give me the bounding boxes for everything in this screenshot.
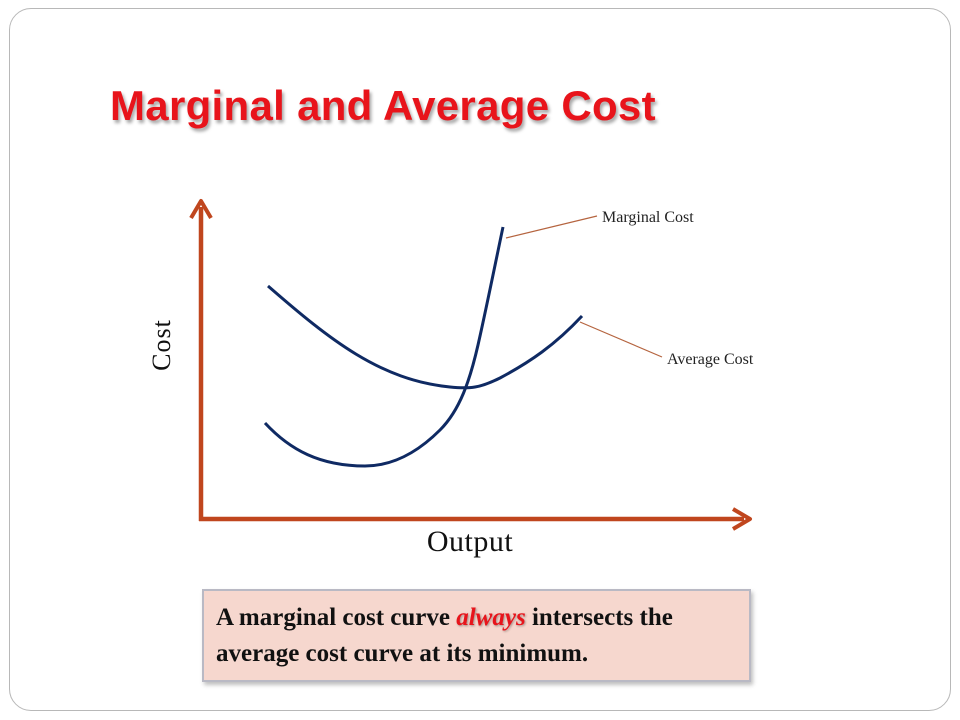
marginal-cost-label: Marginal Cost xyxy=(602,209,694,226)
y-axis-arrowhead xyxy=(189,199,213,220)
y-axis-label: Cost xyxy=(147,319,176,371)
x-axis-arrowhead xyxy=(731,507,752,531)
slide-title: Marginal and Average Cost xyxy=(110,82,656,129)
note-emphasis: always xyxy=(456,604,526,631)
average-cost-leader-line xyxy=(579,321,663,358)
note-text-before: A marginal cost curve xyxy=(216,604,457,631)
average-cost-curve xyxy=(267,284,584,390)
callout-note: A marginal cost curve always intersects … xyxy=(202,589,751,682)
axes xyxy=(189,199,752,531)
average-cost-label: Average Cost xyxy=(667,351,754,368)
x-axis-label: Output xyxy=(426,525,514,558)
note-text-after: intersects the average cost curve at its… xyxy=(216,604,673,667)
marginal-cost-curve xyxy=(263,226,505,468)
marginal-cost-leader-line xyxy=(505,215,598,239)
